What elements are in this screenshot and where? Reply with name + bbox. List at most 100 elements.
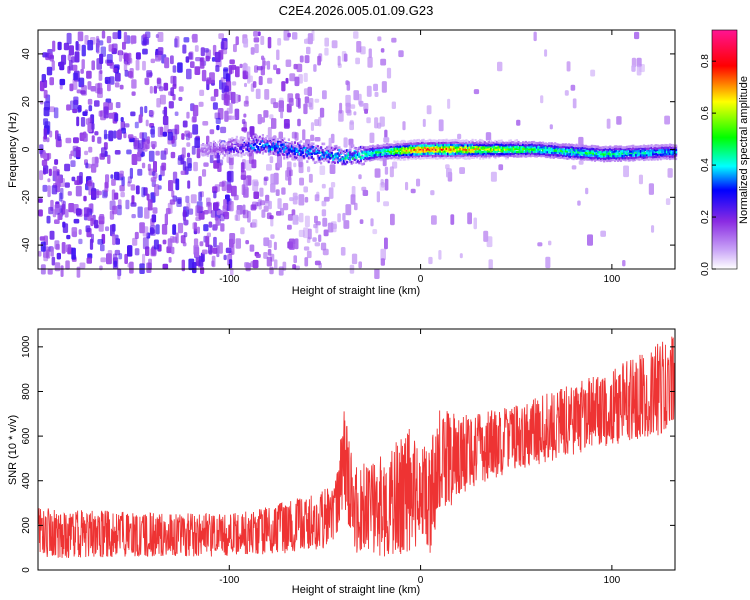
- spectrogram-ridge-cell: [590, 150, 593, 153]
- spectrogram-ridge-cell: [603, 153, 606, 156]
- spectrogram-ridge-cell: [597, 150, 600, 154]
- spectrogram-ridge-cell: [603, 157, 606, 160]
- spectrogram-ridge-cell: [574, 146, 577, 150]
- spectrogram-ridge-cell: [659, 153, 662, 157]
- spectrogram-cell: [80, 68, 84, 74]
- spectrogram-ridge-cell: [365, 157, 369, 160]
- spectrogram-ridge-cell: [338, 153, 341, 157]
- spectrogram-ridge-cell: [523, 144, 526, 147]
- spectrogram-ridge-cell: [271, 145, 274, 148]
- spectrogram-ridge-cell: [271, 151, 274, 154]
- spectrogram-cell: [166, 246, 172, 254]
- spectrogram-ridge-cell: [514, 143, 517, 146]
- spectrogram-ridge-cell: [394, 146, 398, 150]
- spectrogram-ridge-cell: [437, 139, 440, 142]
- spectrogram-cell: [70, 100, 75, 111]
- spectrogram-cell: [571, 165, 577, 170]
- spectrogram-ridge-cell: [564, 150, 567, 153]
- spectrogram-cell: [107, 250, 113, 255]
- spectrogram-ridge-cell: [367, 148, 370, 151]
- spectrogram-cell: [103, 106, 109, 119]
- spectrogram-cell: [356, 41, 362, 53]
- spectrogram-cell: [201, 69, 207, 82]
- spectrogram-ridge-cell: [623, 156, 626, 160]
- spectrogram-cell: [302, 129, 306, 141]
- spectrogram-ridge-cell: [414, 157, 417, 160]
- spectrogram-cell: [146, 70, 153, 78]
- spectrogram-ridge-cell: [575, 151, 578, 154]
- spectrogram-ridge-cell: [482, 140, 485, 143]
- spectrogram-ridge-cell: [544, 151, 548, 154]
- spectrogram-ridge-cell: [365, 148, 369, 151]
- spectrogram-cell: [384, 178, 389, 191]
- spectrogram-cell: [121, 127, 126, 134]
- spectrogram-cell: [105, 226, 110, 232]
- spectrogram-cell: [54, 262, 61, 272]
- spectrogram-ridge-cell: [661, 146, 664, 149]
- spectrogram-ridge-cell: [274, 149, 277, 153]
- spectrogram-cell: [342, 212, 346, 221]
- spectrogram-ridge-cell: [342, 161, 346, 165]
- spectrogram-ridge-cell: [376, 153, 379, 157]
- spectrogram-ridge-cell: [211, 146, 214, 150]
- spectrogram-ridge-cell: [518, 148, 522, 151]
- snr-x-tick-label: 0: [418, 575, 424, 586]
- spectrogram-ridge-cell: [587, 152, 590, 155]
- spectrogram-cell: [121, 176, 125, 187]
- spectrogram-ridge-cell: [502, 144, 505, 147]
- spectrogram-ridge-cell: [616, 150, 619, 154]
- spectrogram-ridge-cell: [286, 156, 289, 160]
- spectrogram-ridge-cell: [290, 153, 294, 156]
- spectrogram-ridge-cell: [463, 140, 466, 143]
- spectrogram-ridge-cell: [399, 145, 402, 148]
- spectrogram-cell: [270, 98, 276, 105]
- spectrogram-cell: [159, 94, 166, 105]
- spectrogram-cell: [112, 233, 116, 246]
- spectrogram-ridge-cell: [522, 143, 525, 146]
- spectrogram-cell: [339, 102, 343, 114]
- spectrogram-cell: [59, 84, 63, 90]
- spectrogram-ridge-cell: [595, 154, 598, 157]
- spectrogram-cell: [68, 203, 75, 213]
- spectrogram-ridge-cell: [410, 151, 413, 154]
- spectrogram-ridge-cell: [549, 154, 552, 157]
- spectrogram-ridge-cell: [531, 145, 534, 148]
- spectrogram-ridge-cell: [486, 150, 489, 153]
- spectrogram-ridge-cell: [304, 147, 307, 150]
- spectrogram-ridge-cell: [376, 146, 379, 150]
- spectrogram-cell: [150, 125, 155, 138]
- spectrogram-ridge-cell: [278, 149, 281, 153]
- spectrogram-ridge-cell: [528, 144, 531, 147]
- spectrogram-ridge-cell: [431, 155, 434, 158]
- spectrogram-cell: [108, 102, 113, 111]
- spectrogram-ridge-cell: [615, 145, 618, 148]
- spectrogram-ridge-cell: [489, 149, 492, 153]
- spectrogram-cell: [114, 171, 120, 181]
- spectrogram-cell: [46, 249, 51, 259]
- spectrogram-ridge-cell: [459, 152, 462, 155]
- spectrogram-cell: [81, 59, 85, 70]
- spectrogram-ridge-cell: [200, 147, 203, 150]
- spectrogram-cell: [221, 180, 227, 192]
- spectrogram-ridge-cell: [437, 156, 440, 160]
- spectrogram-ridge-cell: [381, 144, 384, 148]
- spectrogram-ridge-cell: [297, 153, 300, 156]
- spectrogram-ridge-cell: [425, 148, 428, 151]
- spectrogram-cell: [351, 253, 358, 265]
- spectrogram-ridge-cell: [223, 142, 226, 146]
- spectrogram-cell: [98, 70, 103, 81]
- spectrogram-cell: [144, 105, 148, 114]
- spectrogram-ridge-cell: [480, 141, 483, 145]
- spectrogram-ridge-cell: [488, 150, 491, 153]
- spectrogram-ridge-cell: [445, 141, 448, 145]
- spectrogram-ridge-cell: [286, 155, 289, 158]
- spectrogram-ridge-cell: [526, 154, 529, 158]
- spectrogram-ridge-cell: [541, 143, 545, 147]
- spectrogram-cell: [70, 160, 76, 167]
- spectrogram-cell: [585, 187, 589, 195]
- spectrogram-ridge-cell: [485, 156, 488, 160]
- spectrogram-ridge-cell: [292, 152, 295, 156]
- spectrogram-ridge-cell: [243, 153, 246, 156]
- spectrogram-ridge-cell: [225, 152, 228, 155]
- spectrogram-ridge-cell: [641, 153, 644, 157]
